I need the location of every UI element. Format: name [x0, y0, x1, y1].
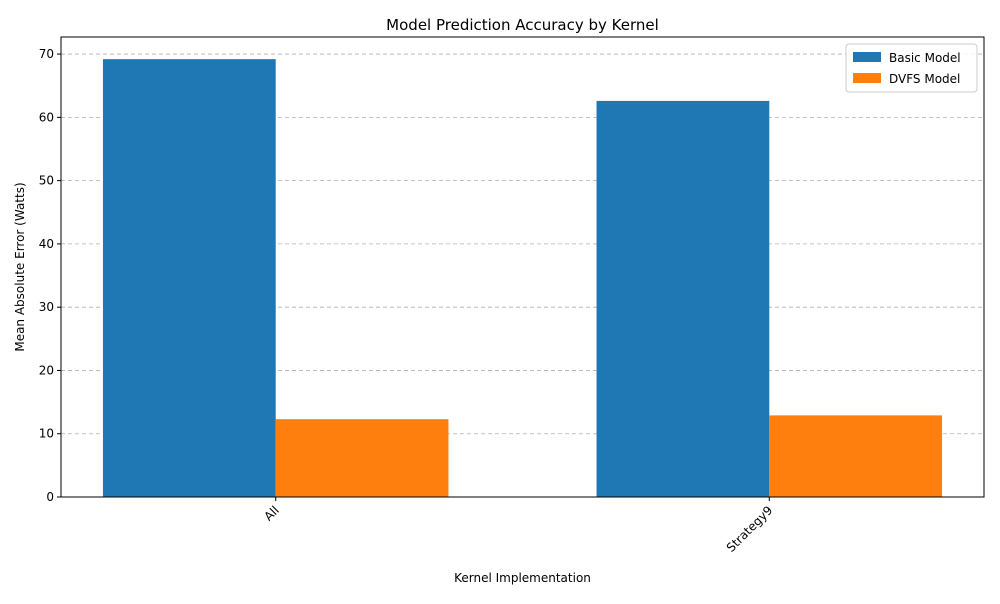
- x-tick-label: All: [261, 503, 281, 523]
- chart-title: Model Prediction Accuracy by Kernel: [386, 16, 659, 34]
- bar-basic-model-all: [102, 59, 276, 497]
- y-tick-label: 10: [39, 427, 54, 441]
- bars: [102, 59, 943, 497]
- x-axis-label: Kernel Implementation: [454, 571, 591, 585]
- y-tick-label: 20: [39, 363, 54, 377]
- legend: Basic Model DVFS Model: [845, 43, 978, 93]
- y-tick-label: 60: [39, 110, 54, 124]
- y-tick-label: 70: [39, 47, 54, 61]
- y-tick-label: 40: [39, 237, 54, 251]
- y-axis: 0 10 20 30 40 50 60 70: [39, 47, 61, 504]
- legend-label: DVFS Model: [889, 72, 960, 86]
- y-tick-label: 30: [39, 300, 54, 314]
- y-tick-label: 50: [39, 174, 54, 188]
- y-tick-label: 0: [46, 490, 54, 504]
- legend-swatch: [853, 52, 881, 62]
- bar-basic-model-strategy9: [596, 100, 770, 497]
- bar-dvfs-model-all: [275, 419, 449, 497]
- legend-swatch: [853, 73, 881, 83]
- legend-label: Basic Model: [889, 51, 961, 65]
- bar-dvfs-model-strategy9: [769, 415, 943, 497]
- x-tick-label: Strategy9: [724, 503, 776, 555]
- plot-frame: [60, 36, 985, 498]
- y-axis-label: Mean Absolute Error (Watts): [13, 182, 27, 351]
- x-axis: All Strategy9: [261, 497, 775, 555]
